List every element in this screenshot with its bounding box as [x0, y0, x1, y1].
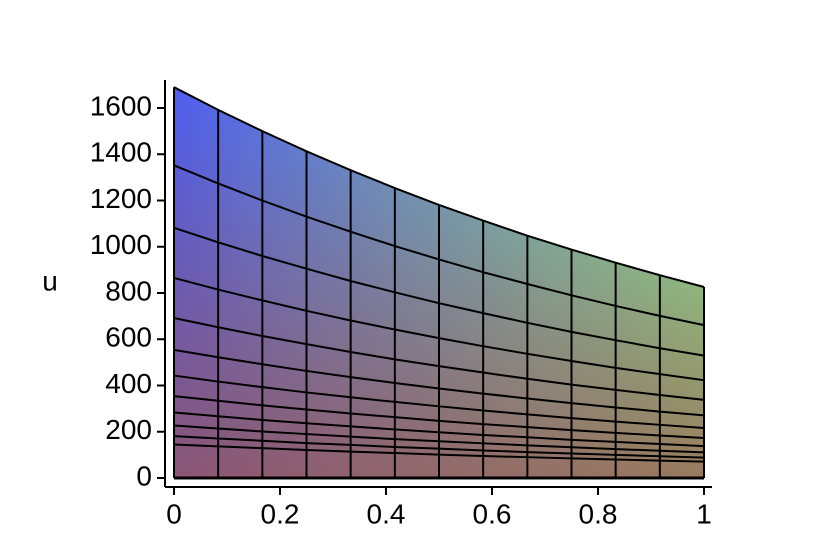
mesh-curve	[173, 443, 705, 463]
mesh-curve	[173, 277, 705, 382]
mesh-curve	[173, 348, 705, 417]
x-tick-label: 1	[696, 498, 712, 529]
x-tick-label: 0.6	[473, 498, 512, 529]
x-tick-label: 0.2	[261, 498, 300, 529]
mesh-curve	[173, 226, 705, 357]
mesh-curve	[173, 411, 705, 448]
mesh-curve	[173, 316, 705, 401]
y-axis-label: u	[42, 265, 58, 296]
y-tick-label: 0	[136, 460, 152, 491]
y-tick-label: 1600	[90, 90, 152, 121]
y-tick-label: 1400	[90, 137, 152, 168]
mesh-curve	[173, 164, 705, 327]
mesh-curve	[173, 86, 705, 288]
y-tick-label: 400	[105, 368, 152, 399]
x-tick-label: 0.8	[579, 498, 618, 529]
y-tick-label: 1200	[90, 183, 152, 214]
y-tick-label: 200	[105, 414, 152, 445]
y-tick-label: 600	[105, 322, 152, 353]
x-tick-label: 0	[166, 498, 182, 529]
x-tick-label: 0.4	[367, 498, 406, 529]
mesh-curve	[173, 374, 705, 430]
mesh-curve	[173, 395, 705, 439]
y-tick-label: 1000	[90, 229, 152, 260]
y-tick-label: 800	[105, 275, 152, 306]
mesh-curve	[173, 424, 705, 454]
mesh-curve	[173, 435, 705, 459]
